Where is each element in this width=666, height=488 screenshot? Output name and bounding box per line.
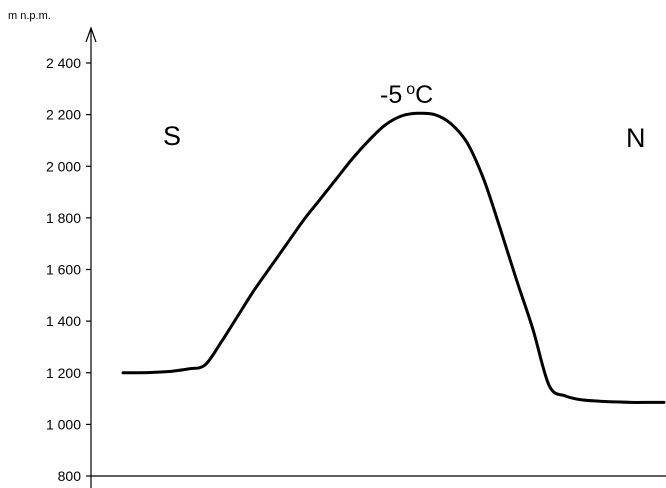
- y-ticks: 800 1 000 1 200 1 400 1 600 1 800 2 000 2 200 2 …: [46, 55, 91, 484]
- y-tick-label: 800: [58, 468, 82, 484]
- y-tick-label: 1 000: [46, 416, 81, 432]
- y-axis: [85, 26, 97, 488]
- y-tick-label: 1 600: [46, 262, 81, 278]
- elevation-profile-line: [121, 111, 666, 404]
- y-tick-label: 1 200: [46, 365, 81, 381]
- y-axis-unit-label: m n.p.m.: [8, 10, 51, 22]
- y-tick-label: 2 400: [46, 55, 81, 71]
- peak-temperature-label: -5 oC: [380, 81, 433, 109]
- y-tick-label: 2 000: [46, 158, 81, 174]
- south-label: S: [163, 121, 181, 151]
- y-tick-label: 2 200: [46, 107, 81, 123]
- y-axis-arrow: [85, 26, 97, 43]
- y-tick-label: 1 800: [46, 210, 81, 226]
- peak-temperature-value: -5: [380, 81, 402, 109]
- north-label: N: [626, 123, 646, 153]
- peak-temperature-unit: C: [415, 81, 433, 109]
- y-tick-label: 1 400: [46, 313, 81, 329]
- peak-temperature-degree: o: [406, 81, 415, 98]
